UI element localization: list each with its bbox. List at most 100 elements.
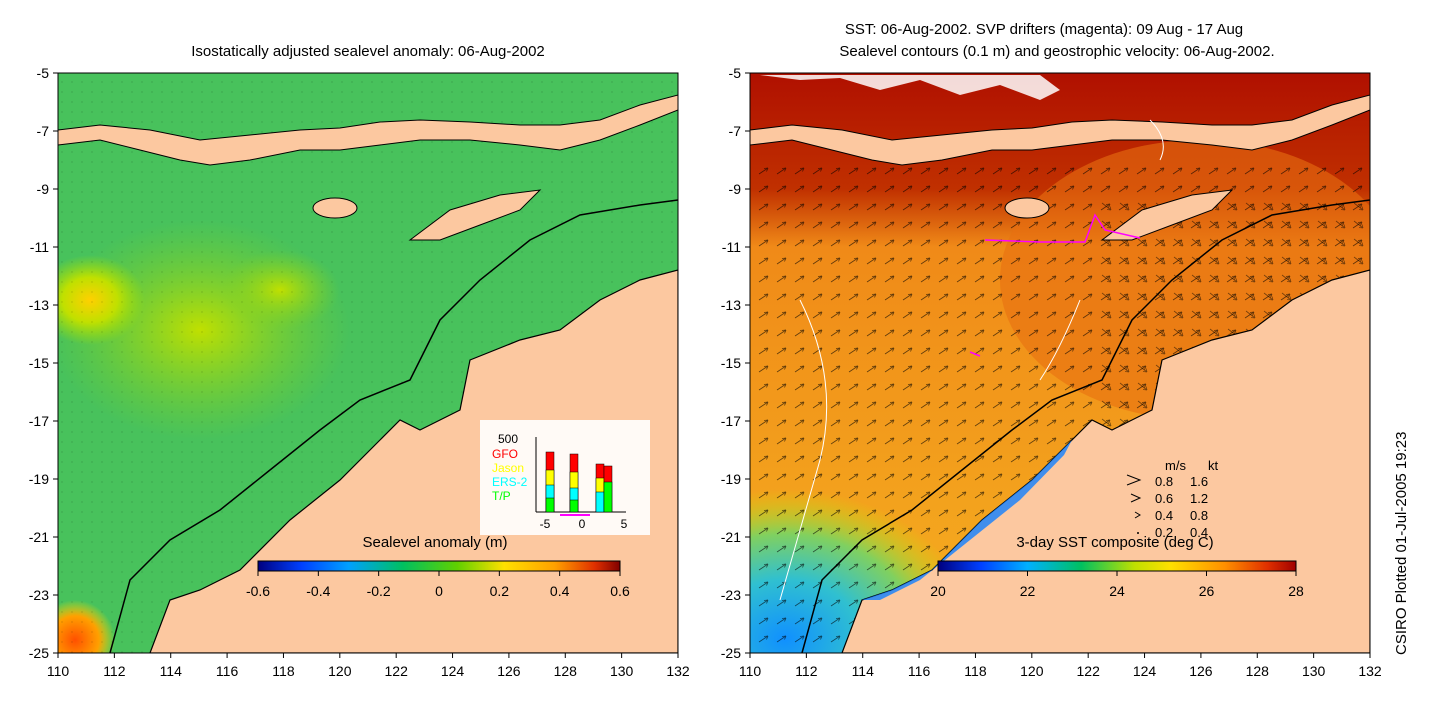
left-lat-label: -9	[37, 181, 50, 197]
right-lon-label: 120	[1020, 663, 1044, 679]
right-lon-label: 112	[795, 663, 818, 679]
right-cbar-label: 28	[1288, 583, 1304, 599]
left-lat-label: -15	[29, 355, 49, 371]
left-map-panel: Isostatically adjusted sealevel anomaly:…	[29, 43, 690, 679]
left-cbar-label: 0.6	[610, 583, 630, 599]
velocity-legend-kt: 1.6	[1190, 474, 1208, 489]
right-lat-label: -17	[721, 413, 741, 429]
left-lon-label: 124	[441, 663, 465, 679]
velocity-legend-header-kt: kt	[1208, 458, 1219, 473]
left-lat-label: -13	[29, 297, 49, 313]
inset-bar	[603, 481, 613, 513]
right-islands	[750, 94, 1370, 166]
right-lat-label: -23	[721, 587, 741, 603]
left-cbar-label: 0	[435, 583, 443, 599]
right-cloud-mask	[760, 75, 1060, 100]
left-lon-label: 118	[272, 663, 295, 679]
mission-legend-item: T/P	[492, 489, 511, 503]
right-lon-label: 124	[1133, 663, 1157, 679]
velocity-legend-ms: 0.8	[1155, 474, 1173, 489]
mission-legend-item: GFO	[492, 447, 518, 461]
left-shelf-contour	[109, 199, 678, 653]
right-lon-label: 116	[908, 663, 931, 679]
left-lon-label: 116	[216, 663, 239, 679]
left-lat-label: -5	[37, 65, 50, 81]
velocity-legend-ms: 0.6	[1155, 491, 1173, 506]
right-lon-label: 126	[1189, 663, 1213, 679]
right-title-line1: SST: 06-Aug-2002. SVP drifters (magenta)…	[845, 21, 1243, 38]
left-sumba-island	[312, 197, 358, 219]
right-lon-label: 132	[1358, 663, 1382, 679]
right-lat-label: -13	[721, 297, 741, 313]
inset-ymax-label: 500	[498, 432, 518, 446]
left-colorbar-ticks: -0.6 -0.4 -0.2 0 0.2 0.4 0.6	[246, 571, 630, 599]
left-lon-label: 128	[554, 663, 578, 679]
inset-bars	[545, 451, 613, 513]
inset-bar	[595, 491, 605, 513]
right-lon-label: 122	[1077, 663, 1101, 679]
left-colorbar: Sealevel anomaly (m) -0.6 -0.4 -0.2 0 0.2 0.4…	[246, 534, 630, 599]
right-shelf-contour	[801, 199, 1370, 653]
left-lat-label: -11	[30, 239, 49, 255]
velocity-arrow-sample	[1134, 511, 1141, 519]
right-lon-label: 128	[1246, 663, 1270, 679]
inset-xtick: 0	[579, 517, 586, 531]
velocity-arrow-sample	[1137, 532, 1139, 534]
left-colorbar-label: Sealevel anomaly (m)	[362, 534, 507, 551]
right-colorbar: 3-day SST composite (deg C) 20 22 24 26 28	[930, 534, 1304, 599]
right-title-line2: Sealevel contours (0.1 m) and geostrophi…	[839, 43, 1274, 60]
right-colorbar-ticks: 20 22 24 26 28	[930, 571, 1304, 599]
mission-legend-item: ERS-2	[492, 475, 528, 489]
right-cbar-label: 22	[1020, 583, 1036, 599]
left-axes: 110 112 114 116 118 120 122 124 126 128 130 132 -5 -7…	[29, 65, 690, 679]
left-lat-label: -23	[29, 587, 49, 603]
right-colorbar-ramp	[937, 560, 1297, 572]
left-lon-label: 130	[610, 663, 634, 679]
velocity-legend-header-ms: m/s	[1165, 458, 1186, 473]
right-colorbar-label: 3-day SST composite (deg C)	[1016, 534, 1213, 551]
left-colorbar-ramp	[257, 560, 621, 572]
left-cbar-label: -0.6	[246, 583, 270, 599]
inset-bar	[545, 497, 555, 513]
right-lon-label: 118	[964, 663, 987, 679]
right-cbar-label: 26	[1199, 583, 1215, 599]
right-sealevel-contour	[779, 299, 828, 601]
left-cbar-label: -0.4	[306, 583, 330, 599]
mission-legend-item: Jason	[492, 461, 524, 475]
right-sealevel-contour	[1149, 119, 1164, 161]
drifter-track	[984, 213, 1141, 243]
left-lon-label: 126	[497, 663, 521, 679]
right-lat-label: -21	[721, 529, 741, 545]
right-lon-label: 130	[1302, 663, 1326, 679]
left-timor-island	[408, 189, 542, 241]
velocity-arrow-sample	[1126, 474, 1142, 486]
inset-bar	[569, 499, 579, 513]
left-lat-label: -19	[29, 471, 49, 487]
drifter-track	[969, 351, 981, 357]
right-cbar-label: 24	[1109, 583, 1125, 599]
left-lat-label: -21	[29, 529, 49, 545]
velocity-legend-ms: 0.4	[1155, 508, 1173, 523]
left-islands	[58, 94, 678, 166]
left-lon-label: 120	[328, 663, 352, 679]
velocity-legend-ms: 0.2	[1155, 525, 1173, 540]
right-cbar-label: 20	[930, 583, 946, 599]
right-lon-label: 110	[739, 663, 762, 679]
left-lon-label: 114	[160, 663, 183, 679]
velocity-legend-kt: 0.8	[1190, 508, 1208, 523]
right-lat-label: -15	[721, 355, 741, 371]
inset-xtick: -5	[540, 517, 551, 531]
left-cbar-label: 0.4	[550, 583, 570, 599]
left-cbar-label: 0.2	[490, 583, 510, 599]
right-australia-land	[841, 269, 1370, 653]
right-map-panel: SST: 06-Aug-2002. SVP drifters (magenta)…	[721, 21, 1382, 679]
right-lat-label: -5	[729, 65, 742, 81]
velocity-legend-kt: 1.2	[1190, 491, 1208, 506]
right-lat-label: -19	[721, 471, 741, 487]
left-lon-label: 112	[103, 663, 126, 679]
left-lon-label: 122	[385, 663, 409, 679]
right-lon-label: 114	[852, 663, 875, 679]
left-lon-label: 110	[47, 663, 70, 679]
